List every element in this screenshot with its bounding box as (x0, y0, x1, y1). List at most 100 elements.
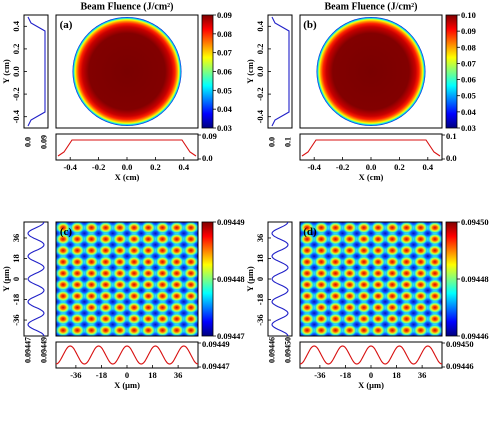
bottom-profile-tick: 0.0 (446, 153, 457, 163)
x-axis-label: X (μm) (358, 380, 384, 390)
x-tick-label: 36 (174, 370, 183, 380)
heatmap-grid (300, 222, 442, 336)
side-profile-tick: 0.09446 (268, 337, 277, 363)
x-tick-label: 18 (392, 370, 401, 380)
panel-label: (c) (60, 226, 73, 238)
x-tick-label: -18 (340, 370, 351, 380)
colorbar (445, 221, 458, 337)
y-tick-label: -18 (11, 294, 21, 305)
y-tick-label: -36 (11, 314, 21, 325)
x-tick-label: 18 (148, 370, 157, 380)
y-tick-label: 18 (11, 254, 21, 263)
colorbar (201, 221, 214, 337)
y-axis-label: Y (μm) (245, 266, 255, 292)
panel-label: (b) (303, 19, 317, 31)
side-profile-tick: 0.09449 (40, 337, 49, 363)
bottom-profile-curve (55, 345, 199, 365)
colorbar-tick-label: 0.10 (461, 10, 476, 20)
bottom-profile-tick: 0.09449 (202, 339, 230, 349)
colorbar-tick-label: 0.08 (217, 29, 232, 39)
x-tick-label: 0.0 (122, 162, 133, 172)
colorbar-tick-label: 0.07 (461, 58, 477, 68)
fluence-disc (72, 17, 182, 126)
bottom-profile-tick: 0.0 (202, 153, 213, 163)
heatmap-frame (299, 221, 443, 337)
colorbar-tick-label: 0.09450 (461, 217, 489, 227)
colorbar-tick-label: 0.06 (217, 67, 232, 77)
colorbar-tick-label: 0.03 (217, 123, 232, 133)
side-profile-curve (27, 221, 45, 337)
bottom-profile-curve (299, 345, 443, 365)
y-tick-label: -18 (255, 294, 265, 305)
y-tick-label: 0.4 (11, 20, 21, 31)
colorbar-tick-label: 0.04 (461, 107, 477, 117)
colorbar-tick-label: 0.09448 (461, 274, 489, 284)
y-tick-label: 36 (255, 234, 265, 243)
side-profile-tick: 0.09450 (284, 337, 293, 363)
side-profile-tick: 0.0 (268, 137, 277, 147)
colorbar-tick-label: 0.08 (461, 42, 476, 52)
colorbar-tick-label: 0.09 (217, 10, 232, 20)
y-axis-label: Y (μm) (1, 266, 11, 292)
x-tick-label: 0 (369, 370, 373, 380)
y-tick-label: -0.4 (11, 109, 21, 123)
colorbar-tick-label: 0.05 (461, 91, 476, 101)
colorbar-tick-label: 0.09448 (217, 274, 245, 284)
bottom-profile-frame (55, 133, 199, 161)
panel-label: (a) (60, 19, 73, 31)
colorbar-tick-label: 0.09 (461, 26, 476, 36)
y-tick-label: -36 (255, 314, 265, 325)
x-tick-label: -36 (70, 370, 81, 380)
x-tick-label: -18 (96, 370, 107, 380)
x-tick-label: -0.2 (92, 162, 105, 172)
panel-c: (c) 0.09449 0.09448 0.09447 -36 -18 0 18 36 Y (μm… (1, 217, 245, 390)
bottom-profile-tick: 0.1 (446, 131, 457, 141)
y-tick-label: -0.2 (11, 87, 21, 100)
colorbar-tick-label: 0.04 (217, 104, 233, 114)
y-tick-label: 0.0 (11, 66, 21, 77)
x-tick-label: 0.4 (422, 162, 433, 172)
y-tick-label: 0.2 (11, 44, 21, 55)
x-tick-label: 0 (125, 370, 129, 380)
x-axis-label: X (cm) (359, 172, 384, 182)
x-tick-label: 36 (418, 370, 427, 380)
side-profile-tick: 0.0 (24, 137, 33, 147)
bottom-profile-curve (57, 139, 197, 157)
bottom-profile-tick: 0.09 (202, 131, 217, 141)
y-tick-label: 0.4 (255, 20, 265, 31)
colorbar-tick-label: 0.07 (217, 48, 233, 58)
colorbar-tick-label: 0.09447 (217, 331, 245, 341)
side-profile-curve (271, 16, 290, 127)
panel-d: (d) 0.09450 0.09448 0.09446 -36 -18 0 18 36 Y (μm… (245, 217, 489, 390)
y-tick-label: -0.4 (255, 109, 265, 123)
x-tick-label: -0.4 (63, 162, 77, 172)
y-tick-label: 0.0 (255, 66, 265, 77)
heatmap-grid (56, 222, 198, 336)
x-tick-label: 0.4 (178, 162, 189, 172)
x-tick-label: 0.2 (150, 162, 161, 172)
y-axis-label: Y (cm) (245, 59, 255, 84)
side-profile-curve (271, 221, 289, 337)
y-tick-label: 0 (255, 277, 265, 281)
side-profile-frame (23, 14, 49, 129)
colorbar-tick-label: 0.05 (217, 85, 232, 95)
y-tick-label: 0 (11, 277, 21, 281)
x-axis-label: X (μm) (114, 380, 140, 390)
x-axis-label: X (cm) (115, 172, 140, 182)
x-tick-label: -0.4 (307, 162, 321, 172)
bottom-profile-curve (301, 139, 441, 157)
side-profile-tick: 0.1 (284, 137, 293, 147)
y-tick-label: -0.2 (255, 87, 265, 100)
panel-label: (d) (303, 226, 317, 238)
colorbar-tick-label: 0.09446 (461, 331, 489, 341)
colorbar-tick-label: 0.03 (461, 123, 476, 133)
heatmap-frame (55, 221, 199, 337)
x-tick-label: 0.2 (394, 162, 405, 172)
y-tick-label: 18 (255, 254, 265, 263)
panel-a: Beam Fluence (J/cm²) (a) 0.09 0.08 0.07 0.06 0… (1, 2, 233, 183)
bottom-profile-tick: 0.09447 (202, 361, 230, 371)
colorbar (445, 14, 458, 129)
colorbar-tick-label: 0.09449 (217, 217, 245, 227)
bottom-profile-tick: 0.09450 (446, 339, 474, 349)
